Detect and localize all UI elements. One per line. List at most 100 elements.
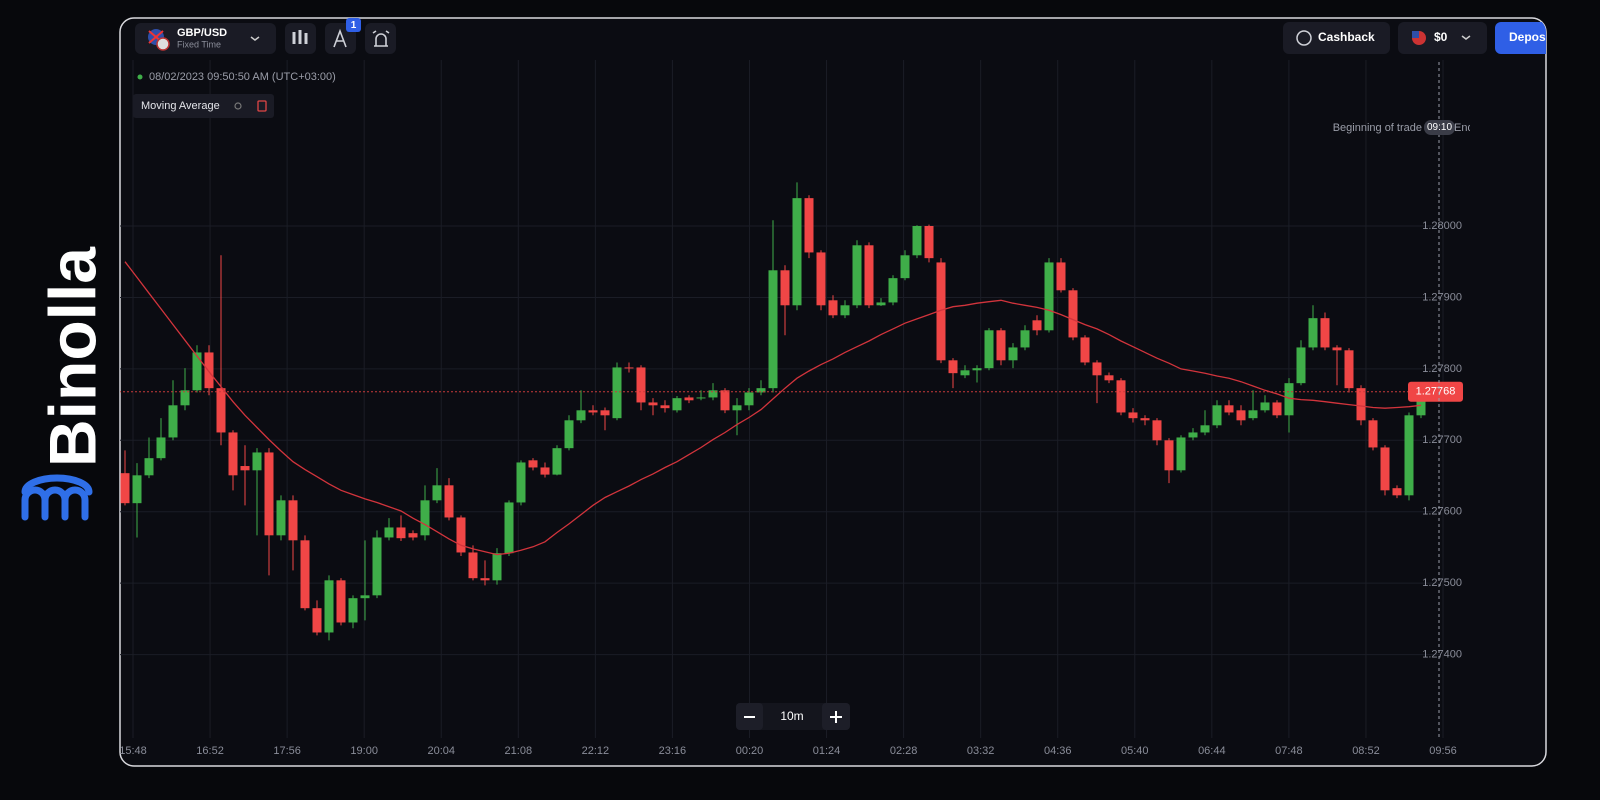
candle-body bbox=[1260, 402, 1270, 411]
panel-content: GBP/USD Fixed Time 1 Cashback $0 Depos bbox=[119, 18, 1575, 757]
x-tick-label: 15:48 bbox=[119, 745, 147, 757]
candle-body bbox=[324, 580, 334, 633]
candle-body bbox=[456, 517, 466, 553]
candle-body bbox=[264, 452, 274, 536]
candle-body bbox=[1392, 488, 1402, 496]
y-tick-label: 1.28000 bbox=[1422, 220, 1462, 232]
candle-body bbox=[504, 502, 514, 554]
candle-body bbox=[888, 278, 898, 303]
candle-body bbox=[864, 245, 874, 306]
candle-body bbox=[1308, 318, 1318, 348]
y-tick-label: 1.27400 bbox=[1422, 649, 1462, 661]
brand-logo bbox=[21, 474, 93, 521]
candle-body bbox=[240, 466, 250, 471]
x-tick-label: 04:36 bbox=[1044, 745, 1072, 757]
zoom-level: 10m bbox=[780, 709, 803, 723]
moving-average-line bbox=[124, 261, 1422, 556]
candle-body bbox=[852, 245, 862, 306]
candle-body bbox=[960, 370, 970, 376]
candle-body bbox=[1020, 330, 1030, 348]
delete-icon[interactable] bbox=[257, 100, 267, 112]
candle-body bbox=[636, 367, 646, 403]
candle-body bbox=[1356, 388, 1366, 421]
cashback-button[interactable] bbox=[1283, 22, 1390, 54]
candle-body bbox=[732, 405, 742, 411]
candle-body bbox=[432, 485, 442, 501]
candle-body bbox=[924, 226, 934, 259]
candle-body bbox=[468, 552, 478, 579]
deposit-label: Depos bbox=[1509, 30, 1546, 44]
candle-body bbox=[912, 226, 922, 256]
x-tick-label: 01:24 bbox=[813, 745, 841, 757]
candle-body bbox=[528, 460, 538, 468]
candle-body bbox=[696, 397, 706, 399]
candle-body bbox=[780, 270, 790, 306]
candle-body bbox=[252, 452, 262, 471]
x-tick-label: 19:00 bbox=[350, 745, 378, 757]
candle-body bbox=[1116, 380, 1126, 413]
candle-body bbox=[444, 485, 454, 518]
candle-body bbox=[1176, 437, 1186, 471]
candle-body bbox=[552, 448, 562, 475]
candle-body bbox=[372, 537, 382, 596]
indicator-chip[interactable] bbox=[133, 94, 274, 118]
badge bbox=[346, 18, 361, 32]
zoom-control bbox=[736, 703, 850, 730]
candle-body bbox=[1068, 290, 1078, 338]
candle-body bbox=[1380, 447, 1390, 491]
candle-body bbox=[396, 527, 406, 539]
candle-body bbox=[1056, 262, 1066, 291]
candle-body bbox=[1248, 410, 1258, 419]
candle-body bbox=[360, 595, 370, 599]
candle-body bbox=[132, 475, 142, 504]
y-tick-label: 1.27800 bbox=[1422, 363, 1462, 375]
candle-body bbox=[900, 255, 910, 279]
candle-body bbox=[1008, 347, 1018, 361]
candle-body bbox=[1404, 415, 1414, 496]
candle-body bbox=[984, 330, 994, 369]
candle-body bbox=[660, 405, 670, 409]
chevron bbox=[250, 36, 260, 41]
x-tick-label: 09:56 bbox=[1429, 745, 1457, 757]
x-tick-label: 23:16 bbox=[659, 745, 687, 757]
candle-body bbox=[1080, 337, 1090, 363]
candle-body bbox=[996, 330, 1006, 361]
plus-icon bbox=[830, 711, 842, 723]
x-tick-label: 21:08 bbox=[505, 745, 533, 757]
candle-body bbox=[708, 390, 718, 398]
candle-body bbox=[840, 305, 850, 316]
trade-time-tag bbox=[1424, 120, 1455, 135]
cashback-icon bbox=[1296, 30, 1312, 46]
pair-mode: Fixed Time bbox=[177, 39, 221, 49]
balance: $0 bbox=[1434, 30, 1448, 44]
grid bbox=[120, 60, 1444, 738]
candle-body bbox=[1284, 383, 1294, 416]
candle-body bbox=[804, 198, 814, 253]
candle-body bbox=[384, 527, 394, 538]
candle-body bbox=[948, 360, 958, 374]
x-tick-label: 02:28 bbox=[890, 745, 918, 757]
candle-body bbox=[564, 420, 574, 449]
y-tick-label: 1.27700 bbox=[1422, 434, 1462, 446]
x-tick-label: 00:20 bbox=[736, 745, 764, 757]
pair-name: GBP/USD bbox=[177, 27, 227, 39]
drawing-icon bbox=[333, 28, 347, 48]
balance-button[interactable] bbox=[1398, 22, 1487, 54]
candle-body bbox=[348, 598, 358, 623]
eye-icon[interactable] bbox=[234, 102, 242, 110]
candle-body bbox=[756, 388, 766, 393]
candle-body bbox=[600, 410, 610, 416]
candle-body bbox=[828, 300, 838, 316]
candle-body bbox=[792, 198, 802, 306]
deposit-button[interactable] bbox=[1495, 22, 1575, 54]
trade-time: 09:10 bbox=[1427, 122, 1452, 133]
candle-body bbox=[972, 368, 982, 371]
alert-button[interactable] bbox=[365, 23, 396, 54]
timestamp: 08/02/2023 09:50:50 AM (UTC+03:00) bbox=[149, 71, 336, 83]
candle-body bbox=[1092, 362, 1102, 376]
pair-selector[interactable] bbox=[135, 23, 276, 54]
indicator-name: Moving Average bbox=[141, 100, 220, 112]
candle-body bbox=[1104, 375, 1114, 381]
candle-body bbox=[1296, 347, 1306, 384]
